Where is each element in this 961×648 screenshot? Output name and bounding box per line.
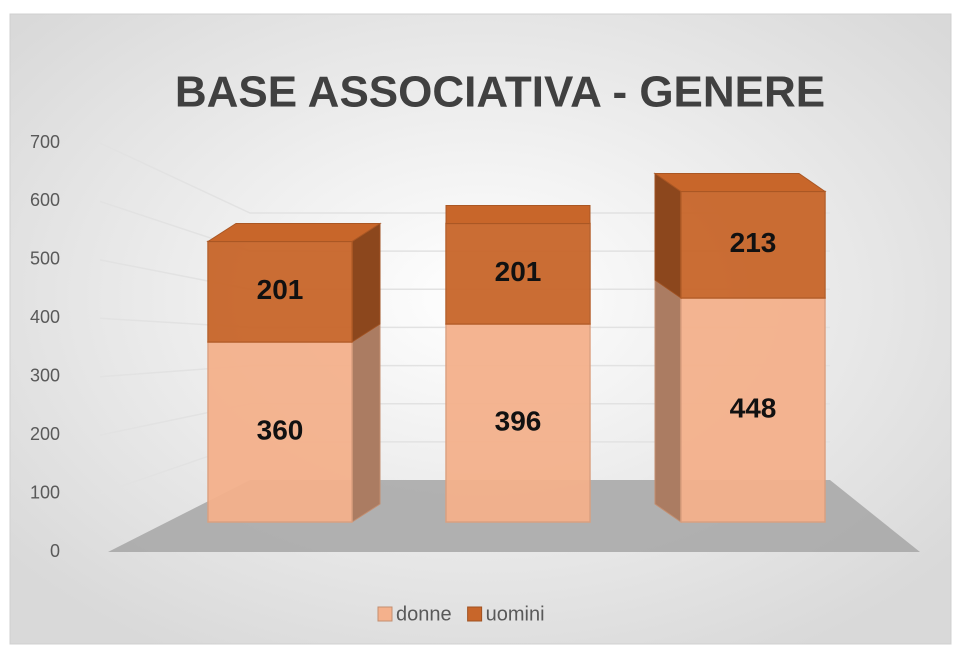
y-tick-label: 600 [30,190,60,210]
legend-swatch [377,606,393,622]
bar-top [445,205,591,224]
bar-side [351,222,381,343]
grid-line [99,142,830,214]
y-tick-label: 400 [30,307,60,327]
bar [207,341,353,523]
y-tick-label: 700 [30,132,60,152]
chart-title: BASE ASSOCIATIVA - GENERE [175,68,825,117]
bar-side [351,323,381,523]
y-tick-label: 100 [30,482,60,502]
data-label: 213 [730,227,777,258]
bar-top [206,223,382,242]
y-tick-label: 300 [30,365,60,385]
bar-top [653,173,827,192]
legend-swatch [467,606,483,622]
bar [445,222,591,325]
legend-label: uomini [486,603,545,625]
y-tick-label: 500 [30,249,60,269]
data-label: 360 [257,414,304,445]
y-tick-label: 200 [30,424,60,444]
data-label: 396 [495,405,542,436]
legend-label: donne [396,603,452,625]
bar-side [654,172,682,299]
data-label: 201 [257,274,304,305]
y-tick-label: 0 [50,541,60,561]
data-label: 201 [495,256,542,287]
bar [445,323,591,523]
bar [680,297,826,523]
bar-side [654,279,682,523]
data-label: 448 [730,392,777,423]
bar [207,240,353,343]
bar [680,190,826,299]
